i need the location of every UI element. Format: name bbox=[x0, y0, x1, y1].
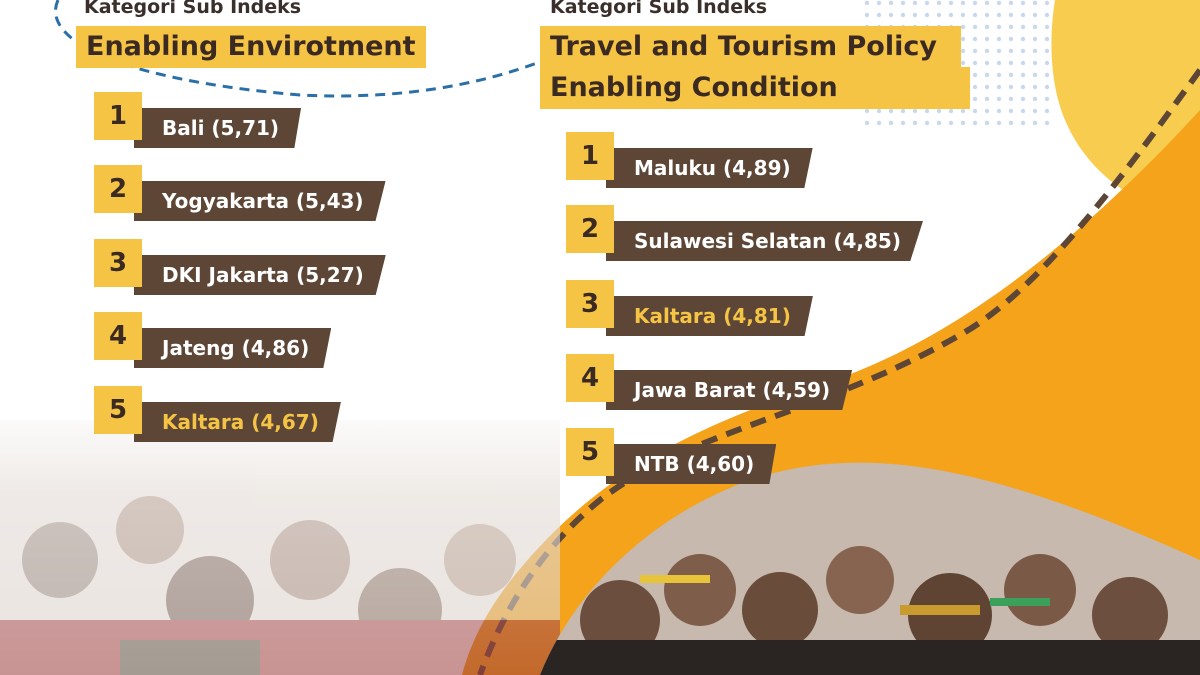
rank-label-highlighted: Kaltara (4,81) bbox=[606, 296, 813, 336]
left-rank-item-4: 4 Jateng (4,86) bbox=[94, 312, 414, 368]
rank-label: NTB (4,60) bbox=[606, 444, 777, 484]
left-rank-item-1: 1 Bali (5,71) bbox=[94, 92, 414, 148]
rank-label: Bali (5,71) bbox=[134, 108, 302, 148]
right-rank-item-4: 4 Jawa Barat (4,59) bbox=[566, 354, 946, 410]
rank-number: 2 bbox=[94, 165, 142, 213]
rank-number: 1 bbox=[94, 92, 142, 140]
rank-label: Sulawesi Selatan (4,85) bbox=[606, 221, 923, 261]
left-rank-item-3: 3 DKI Jakarta (5,27) bbox=[94, 239, 414, 295]
rank-number: 2 bbox=[566, 205, 614, 253]
rank-label: Jateng (4,86) bbox=[134, 328, 332, 368]
blue-dashed-arc bbox=[54, 0, 546, 98]
right-rank-item-5: 5 NTB (4,60) bbox=[566, 428, 946, 484]
rank-number: 3 bbox=[566, 280, 614, 328]
right-title-line-2: Enabling Condition bbox=[540, 67, 970, 109]
left-rank-item-2: 2 Yogyakarta (5,43) bbox=[94, 165, 414, 221]
rank-number: 3 bbox=[94, 239, 142, 287]
left-title: Enabling Envirotment bbox=[76, 26, 426, 68]
left-rank-item-5: 5 Kaltara (4,67) bbox=[94, 386, 414, 442]
rank-label: DKI Jakarta (5,27) bbox=[134, 255, 386, 295]
right-rank-item-1: 1 Maluku (4,89) bbox=[566, 132, 946, 188]
right-rank-item-3: 3 Kaltara (4,81) bbox=[566, 280, 946, 336]
right-title-line-1: Travel and Tourism Policy bbox=[540, 26, 961, 68]
rank-label: Maluku (4,89) bbox=[606, 148, 813, 188]
rank-number: 5 bbox=[94, 386, 142, 434]
rank-label-highlighted: Kaltara (4,67) bbox=[134, 402, 341, 442]
rank-number: 4 bbox=[566, 354, 614, 402]
right-rank-item-2: 2 Sulawesi Selatan (4,85) bbox=[566, 205, 946, 261]
right-category-label: Kategori Sub Indeks bbox=[550, 0, 768, 18]
left-category-label: Kategori Sub Indeks bbox=[84, 0, 302, 18]
rank-number: 1 bbox=[566, 132, 614, 180]
rank-number: 5 bbox=[566, 428, 614, 476]
rank-label: Jawa Barat (4,59) bbox=[606, 370, 853, 410]
rank-label: Yogyakarta (5,43) bbox=[134, 181, 386, 221]
rank-number: 4 bbox=[94, 312, 142, 360]
